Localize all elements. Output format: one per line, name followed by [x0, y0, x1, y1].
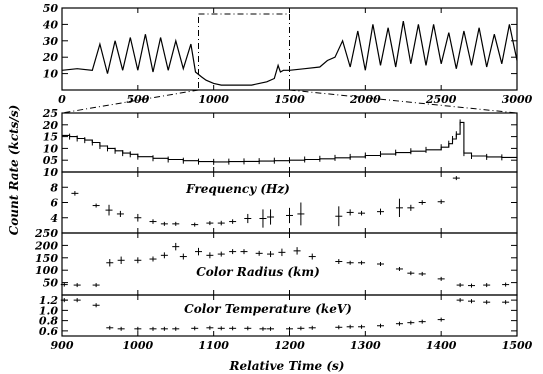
- overview-xtick-label: 500: [126, 93, 149, 106]
- count-rate-ytick-label: 05: [43, 154, 58, 167]
- zoom-window-box: [198, 13, 290, 91]
- color-radius-label: Color Radius (km): [196, 265, 320, 279]
- frequency-ytick-label: 4: [50, 212, 58, 225]
- color-temperature-xtick-label: 1000: [123, 339, 154, 352]
- overview-ytick-label: 40: [43, 18, 59, 31]
- frequency-ytick-label: 10: [43, 166, 59, 179]
- overview-xtick-label: 2500: [425, 93, 457, 106]
- overview-xtick-label: 1500: [274, 93, 305, 106]
- overview-xtick-label: 1000: [198, 93, 229, 106]
- color-temperature-xtick-label: 1300: [350, 339, 381, 352]
- overview-xtick-label: 2000: [349, 93, 381, 106]
- color-temperature-ytick-label: 1.0: [39, 304, 58, 317]
- color-radius-plot-frame: [61, 232, 518, 296]
- count-rate-ytick-label: 25: [42, 107, 58, 120]
- count-rate-ytick-label: 15: [43, 131, 58, 144]
- overview-ytick-label: 10: [43, 68, 59, 81]
- color-temperature-xtick-label: 1100: [198, 339, 229, 352]
- color-radius-ytick-label: 250: [34, 227, 58, 240]
- color-radius-ytick-label: 150: [35, 252, 58, 265]
- color-radius-ytick-label: 200: [34, 239, 58, 252]
- zoom-connector-left: [61, 89, 199, 114]
- count-rate-ytick-label: 10: [43, 142, 59, 155]
- frequency-ytick-label: 6: [50, 197, 58, 210]
- color-temperature-label: Color Temperature (keV): [184, 302, 352, 316]
- color-temperature-xtick-label: 1500: [502, 339, 533, 352]
- y-axis-title: Count Rate (kcts/s): [7, 105, 21, 236]
- overview-ytick-label: 50: [43, 2, 59, 15]
- color-temperature-ytick-label: 0.8: [39, 315, 58, 328]
- overview-ytick-label: 20: [42, 51, 59, 64]
- color-temperature-xtick-label: 1200: [274, 339, 305, 352]
- x-axis-title: Relative Time (s): [229, 359, 345, 373]
- frequency-ytick-label: 8: [50, 181, 58, 194]
- overview-ytick-label: 30: [43, 35, 59, 48]
- color-temperature-ytick-label: 1.2: [39, 294, 58, 307]
- overview-xtick-label: 0: [58, 93, 66, 106]
- color-temperature-ytick-label: 0.6: [39, 325, 58, 338]
- color-radius-ytick-label: 50: [43, 277, 59, 290]
- color-radius-ytick-label: 100: [35, 264, 58, 277]
- overview-count-rate-series: [61, 20, 518, 86]
- color-temperature-xtick-label: 900: [51, 339, 74, 352]
- frequency-label: Frequency (Hz): [185, 182, 290, 196]
- color-temperature-xtick-label: 1400: [426, 339, 457, 352]
- count-rate-ytick-label: 20: [42, 119, 59, 132]
- overview-xtick-label: 3000: [502, 93, 533, 106]
- zoom-connector-right: [289, 89, 518, 114]
